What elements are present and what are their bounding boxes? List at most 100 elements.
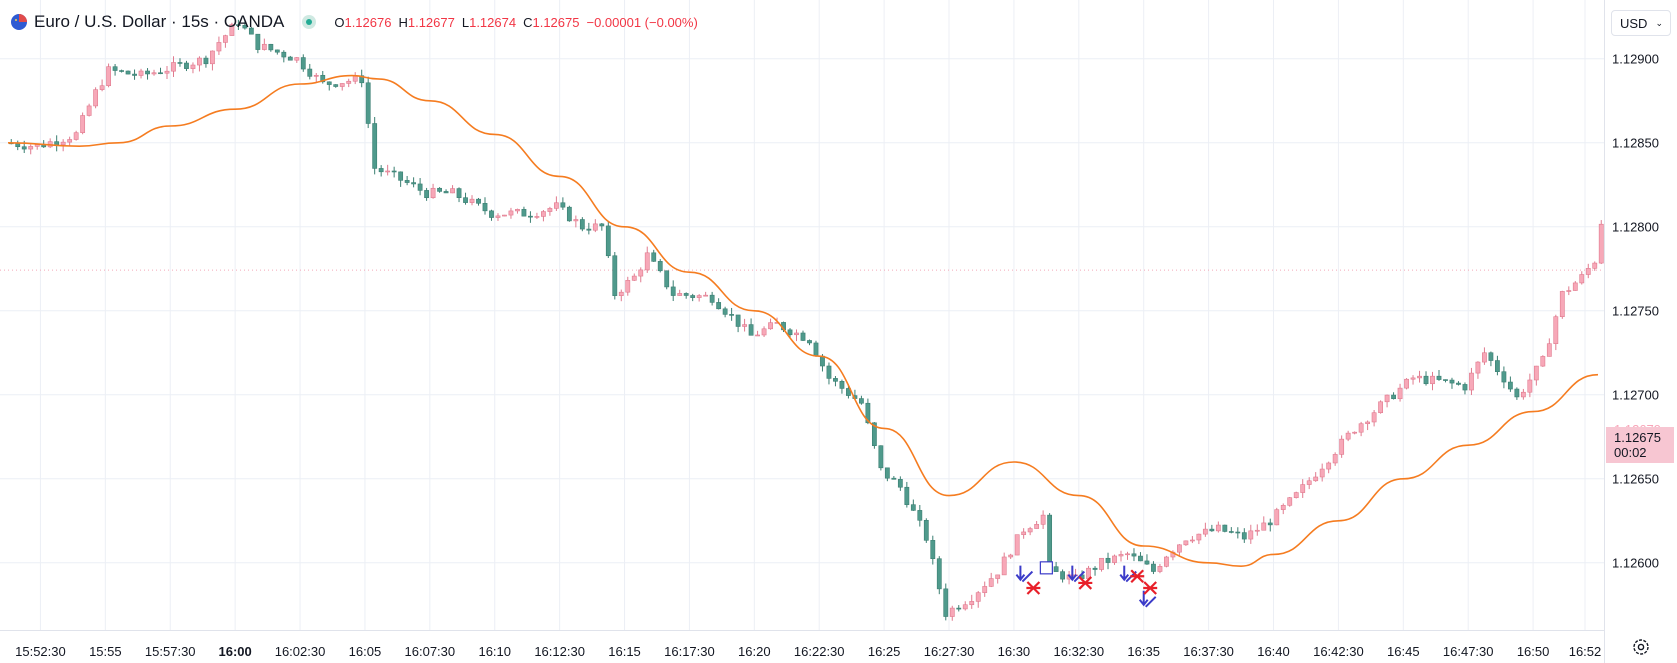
candle-up — [469, 195, 475, 206]
candle-up — [696, 294, 702, 302]
candle-down — [424, 187, 429, 201]
candle-down — [489, 209, 494, 221]
candle-down — [943, 583, 949, 621]
symbol-title[interactable]: Euro / U.S. Dollar · 15s · OANDA — [34, 12, 285, 31]
candle-up — [631, 273, 637, 281]
candle-up — [677, 289, 683, 296]
candle-up — [223, 34, 228, 48]
candle-up — [294, 56, 300, 63]
candle-up — [1527, 373, 1533, 398]
ohlc-values: O1.12676 H1.12677 L1.12674 C1.12675 −0.0… — [334, 15, 697, 30]
candle-up — [1034, 521, 1040, 529]
close-value: 1.12675 — [532, 14, 580, 30]
gear-icon[interactable] — [1630, 636, 1652, 658]
candle-up — [1352, 431, 1358, 435]
candle-down — [119, 69, 124, 73]
candle-down — [1105, 552, 1111, 570]
candle-up — [1410, 375, 1416, 385]
candle-down — [300, 54, 306, 72]
candle-down — [1423, 371, 1429, 386]
euro-dollar-flag-icon[interactable] — [10, 13, 28, 31]
time-tick-label: 16:07:30 — [404, 644, 456, 659]
candle-down — [521, 206, 527, 217]
candle-down — [716, 298, 722, 310]
high-label: H — [398, 14, 408, 30]
candle-up — [1598, 220, 1604, 265]
down-arrow-marker — [1015, 565, 1034, 583]
candle-up — [190, 62, 196, 74]
signal-markers — [1015, 561, 1158, 608]
candle-down — [145, 68, 150, 80]
candle-up — [1482, 347, 1487, 365]
candle-down — [1209, 524, 1215, 532]
price-axis[interactable] — [1604, 0, 1677, 663]
candle-up — [216, 36, 222, 55]
candle-down — [833, 376, 838, 387]
candle-down — [242, 19, 248, 30]
time-tick-label: 16:00 — [218, 644, 252, 659]
candle-down — [482, 197, 488, 215]
candle-up — [1248, 524, 1254, 544]
candle-down — [307, 63, 313, 80]
down-arrow-marker — [1138, 590, 1157, 608]
candle-up — [1585, 263, 1591, 279]
candle-up — [1280, 503, 1286, 515]
time-tick-label: 16:02:30 — [274, 644, 326, 659]
candle-up — [1475, 361, 1481, 379]
candle-down — [612, 252, 618, 300]
candle-up — [573, 215, 579, 228]
price-tick-label: 1.12750 — [1612, 303, 1659, 319]
time-tick-label: 16:30 — [997, 644, 1031, 659]
candle-down — [956, 605, 962, 612]
candle-down — [1391, 392, 1396, 400]
candle-down — [372, 116, 378, 175]
candle-down — [859, 395, 864, 405]
candle-down — [1514, 387, 1520, 400]
candle-up — [352, 72, 358, 85]
price-tick-label: 1.12850 — [1612, 135, 1659, 151]
high-value: 1.12677 — [407, 14, 455, 30]
candle-down — [1436, 369, 1442, 381]
candle-down — [813, 340, 819, 357]
price-tick-label: 1.12700 — [1612, 387, 1659, 403]
candle-up — [86, 103, 92, 117]
price-tick-label: 1.12650 — [1612, 471, 1659, 487]
currency-button[interactable]: USD ⌄ — [1611, 10, 1671, 36]
candle-down — [748, 318, 754, 336]
candle-up — [1378, 400, 1383, 414]
candle-up — [502, 214, 507, 217]
candle-up — [995, 574, 1001, 584]
candle-down — [807, 339, 812, 346]
low-label: L — [461, 14, 470, 30]
candle-up — [703, 291, 709, 297]
candle-down — [722, 306, 728, 318]
candle-down — [936, 556, 942, 595]
price-chart[interactable] — [0, 0, 1604, 630]
candle-up — [1546, 338, 1552, 357]
candle-up — [1397, 383, 1403, 402]
candle-up — [197, 56, 202, 72]
price-tick-label: 1.12900 — [1612, 51, 1659, 67]
candle-up — [547, 206, 553, 216]
price-tick-label: 1.12800 — [1612, 219, 1659, 235]
candle-down — [566, 205, 572, 222]
time-axis[interactable]: 15:52:30 15:55 15:57:30 16:00 16:02:30 16:05 1… — [0, 630, 1604, 663]
candle-up — [261, 38, 267, 51]
candle-up — [1125, 551, 1130, 560]
candle-up — [1112, 554, 1117, 565]
candle-down — [1222, 524, 1228, 533]
candle-up — [339, 83, 345, 91]
time-tick-label: 16:20 — [738, 644, 771, 659]
time-tick-label: 16:32:30 — [1053, 644, 1105, 659]
candle-down — [1151, 561, 1156, 575]
candle-down — [787, 328, 793, 339]
candle-up — [1417, 370, 1422, 383]
candle-up — [962, 601, 968, 611]
x-cross-marker — [1143, 581, 1158, 595]
time-tick-label: 16:50 — [1516, 644, 1550, 659]
candle-up — [1261, 516, 1267, 531]
candle-down — [411, 177, 417, 188]
candle-up — [1287, 497, 1293, 507]
candle-up — [73, 130, 79, 141]
candle-up — [1520, 388, 1526, 400]
